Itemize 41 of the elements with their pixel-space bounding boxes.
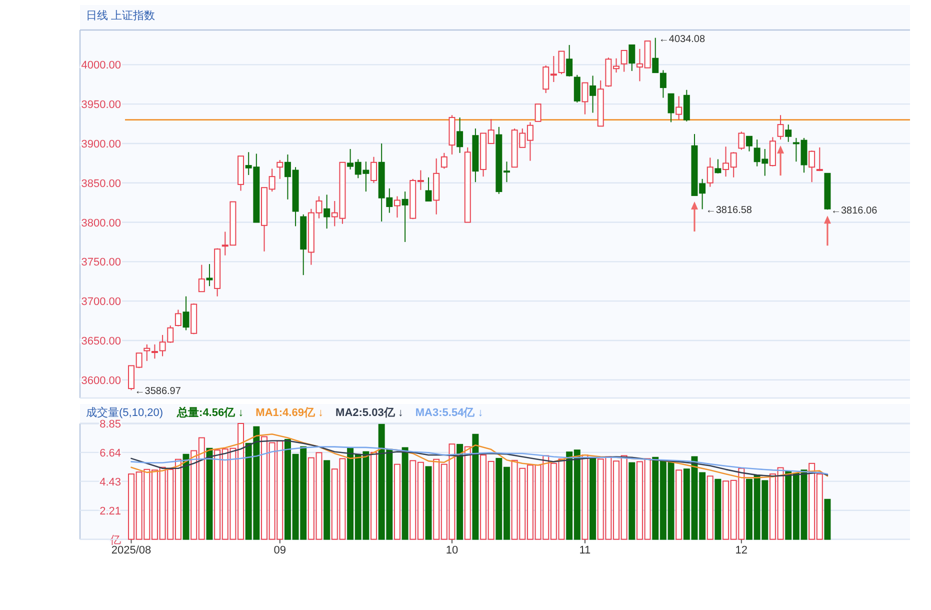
y-tick-label: 3850.00 [81,178,121,190]
line-series [130,446,828,475]
chart-title: 日线 上证指数 [86,9,156,22]
y-tick-label: 3650.00 [81,335,121,348]
y-tick-label: 3900.00 [81,138,121,150]
y-tick-label: 3750.00 [81,256,121,269]
annotation: ←3816.06 [830,206,878,217]
y-tick-label: 6.64 [100,447,121,460]
bar [182,454,190,540]
bar [590,458,596,540]
y-tick-label: 4.43 [100,476,121,488]
series-label: 总量:4.56亿 ↓ [176,406,244,419]
bar [628,462,636,540]
y-tick-label: 3950.00 [81,99,121,112]
x-tick-label: 11 [579,544,591,556]
text: MA2:5.03亿 ↓ [336,407,404,419]
y-tick-label: 3800.00 [81,217,121,230]
series-label: MA1:4.69亿 ↓ [256,407,324,419]
annotation: ←3816.58 [706,205,752,216]
y-tick-label: 8.85 [100,418,121,430]
chart-title: 成交量(5,10,20) [86,406,164,419]
y-tick-label: 3600.00 [81,374,121,387]
y-tick-label: 4000.00 [81,60,121,72]
x-tick-label: 09 [274,544,286,556]
text: MA3:5.54亿 ↓ [415,407,484,419]
bar [714,478,722,540]
bar [824,498,831,540]
y-tick-label: 3700.00 [81,296,121,308]
bar [472,434,479,540]
bar [456,444,464,540]
annotation: ←4034.08 [658,34,706,45]
bar [324,460,330,540]
line-series [130,440,828,477]
x-tick-label: 10 [446,544,458,556]
bar [402,447,408,540]
annotation: ←3586.97 [134,386,182,398]
x-tick-label: 12 [735,544,748,556]
bar [206,448,213,540]
x-tick-label: 2025/08 [111,544,152,556]
y-tick-label: 2.21 [100,505,121,518]
bar [425,466,432,540]
